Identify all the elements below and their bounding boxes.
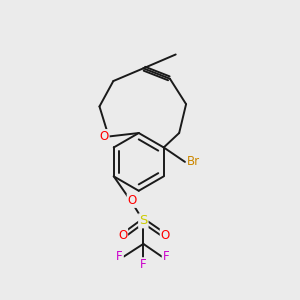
Text: F: F xyxy=(163,250,169,263)
Text: O: O xyxy=(100,130,109,143)
Text: O: O xyxy=(128,194,137,207)
Text: S: S xyxy=(139,214,148,227)
Text: O: O xyxy=(161,229,170,242)
Text: F: F xyxy=(116,250,123,263)
Text: F: F xyxy=(140,258,147,271)
Text: Br: Br xyxy=(187,155,200,168)
Text: O: O xyxy=(118,229,127,242)
